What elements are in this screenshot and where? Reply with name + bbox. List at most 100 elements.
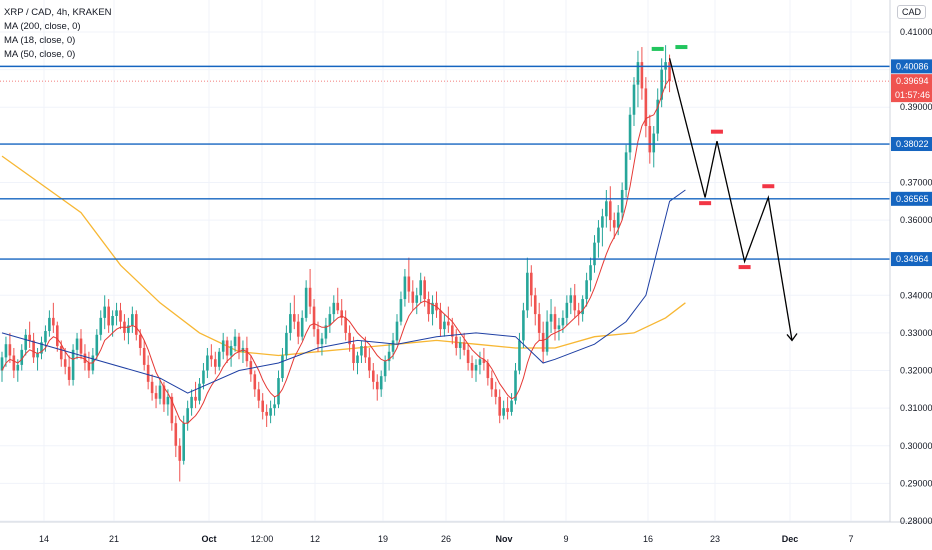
chart-legend: XRP / CAD, 4h, KRAKEN MA (200, close, 0)… bbox=[4, 6, 112, 62]
candle bbox=[545, 310, 549, 356]
target-marker bbox=[699, 201, 712, 206]
candle-body bbox=[514, 370, 517, 401]
candle bbox=[458, 336, 462, 360]
candle bbox=[304, 280, 308, 322]
candle-body bbox=[273, 404, 276, 409]
candle bbox=[150, 374, 154, 401]
candle bbox=[257, 381, 261, 409]
candle-body bbox=[107, 306, 110, 326]
candle bbox=[348, 325, 351, 352]
candle bbox=[32, 332, 35, 364]
candle-body bbox=[285, 332, 288, 356]
candle-body bbox=[605, 201, 608, 217]
candle-body bbox=[502, 408, 505, 416]
candle bbox=[439, 302, 442, 337]
time-tick-label: 16 bbox=[643, 534, 653, 544]
candle-body bbox=[522, 310, 525, 341]
projection-arrowhead bbox=[786, 333, 798, 342]
candle bbox=[601, 208, 604, 247]
price-tick-label: 0.32000 bbox=[900, 366, 932, 376]
candle bbox=[383, 355, 387, 382]
candle bbox=[427, 291, 430, 322]
candle bbox=[285, 325, 288, 360]
candle bbox=[648, 114, 652, 164]
candle-body bbox=[348, 332, 351, 345]
candle bbox=[281, 347, 284, 382]
candle bbox=[174, 415, 178, 458]
candle-body bbox=[316, 329, 320, 345]
level-price-label: 0.40086 bbox=[896, 61, 929, 71]
level-price-tag bbox=[891, 137, 932, 152]
level-price-label: 0.38022 bbox=[896, 139, 929, 149]
ma18-line bbox=[1, 78, 671, 424]
time-axis[interactable]: 14 21 Oct 12:00 12 19 26 Nov 9 16 23 Dec 7 bbox=[39, 534, 854, 544]
candle bbox=[277, 370, 280, 409]
candle bbox=[95, 329, 99, 360]
candle-body bbox=[332, 302, 336, 315]
candle bbox=[261, 393, 264, 420]
candle-body bbox=[478, 359, 482, 365]
candle bbox=[573, 284, 577, 318]
candle bbox=[340, 299, 343, 326]
candle bbox=[419, 272, 422, 303]
candle-body bbox=[293, 314, 296, 322]
candle-body bbox=[454, 336, 458, 348]
bar-countdown: 01:57:46 bbox=[895, 90, 930, 100]
candle-body bbox=[95, 334, 99, 356]
candle-body bbox=[656, 99, 659, 134]
candle-body bbox=[549, 314, 553, 322]
candle-body bbox=[83, 353, 87, 364]
candle-body bbox=[423, 280, 426, 300]
currency-button[interactable]: CAD bbox=[896, 5, 926, 19]
target-marker bbox=[738, 265, 751, 270]
candle-body bbox=[541, 332, 545, 352]
candle-body bbox=[375, 381, 379, 390]
peak-marker bbox=[651, 46, 664, 51]
candle bbox=[644, 77, 648, 138]
candle-body bbox=[217, 351, 221, 367]
time-tick-label: Oct bbox=[201, 534, 216, 544]
candle bbox=[12, 347, 16, 379]
candle-body bbox=[99, 317, 103, 335]
price-tick-label: 0.37000 bbox=[900, 177, 932, 187]
candle bbox=[628, 107, 632, 160]
candle bbox=[403, 268, 407, 307]
candle-body bbox=[257, 389, 261, 401]
candle-body bbox=[324, 325, 328, 339]
candle-body bbox=[462, 342, 466, 350]
candle bbox=[308, 268, 312, 315]
candle bbox=[75, 332, 79, 360]
candle-body bbox=[490, 378, 494, 390]
candle bbox=[52, 302, 55, 333]
candle bbox=[8, 332, 12, 364]
price-tick-label: 0.29000 bbox=[900, 478, 932, 488]
legend-ma50: MA (50, close, 0) bbox=[4, 49, 76, 60]
candle bbox=[368, 347, 371, 379]
candle-body bbox=[142, 347, 146, 365]
candle-body bbox=[510, 400, 513, 412]
candle-body bbox=[67, 366, 71, 380]
candle bbox=[612, 212, 616, 239]
candle-body bbox=[624, 152, 628, 190]
candle bbox=[530, 265, 533, 307]
candle-body bbox=[577, 310, 580, 315]
candle bbox=[225, 336, 229, 364]
candle bbox=[360, 340, 363, 364]
candle bbox=[478, 351, 482, 375]
candle-body bbox=[419, 280, 422, 296]
level-price-label: 0.36565 bbox=[896, 194, 929, 204]
candle-body bbox=[269, 408, 272, 416]
candle bbox=[454, 329, 458, 356]
time-tick-label: 12:00 bbox=[251, 534, 274, 544]
candle bbox=[20, 344, 24, 371]
candle bbox=[99, 310, 103, 341]
candle bbox=[83, 344, 87, 371]
candle bbox=[494, 381, 498, 405]
candle-body bbox=[56, 325, 59, 347]
candle-body bbox=[644, 88, 648, 127]
candle-body bbox=[36, 353, 39, 358]
candle bbox=[624, 144, 628, 198]
candle bbox=[589, 257, 592, 292]
candle bbox=[296, 314, 300, 345]
